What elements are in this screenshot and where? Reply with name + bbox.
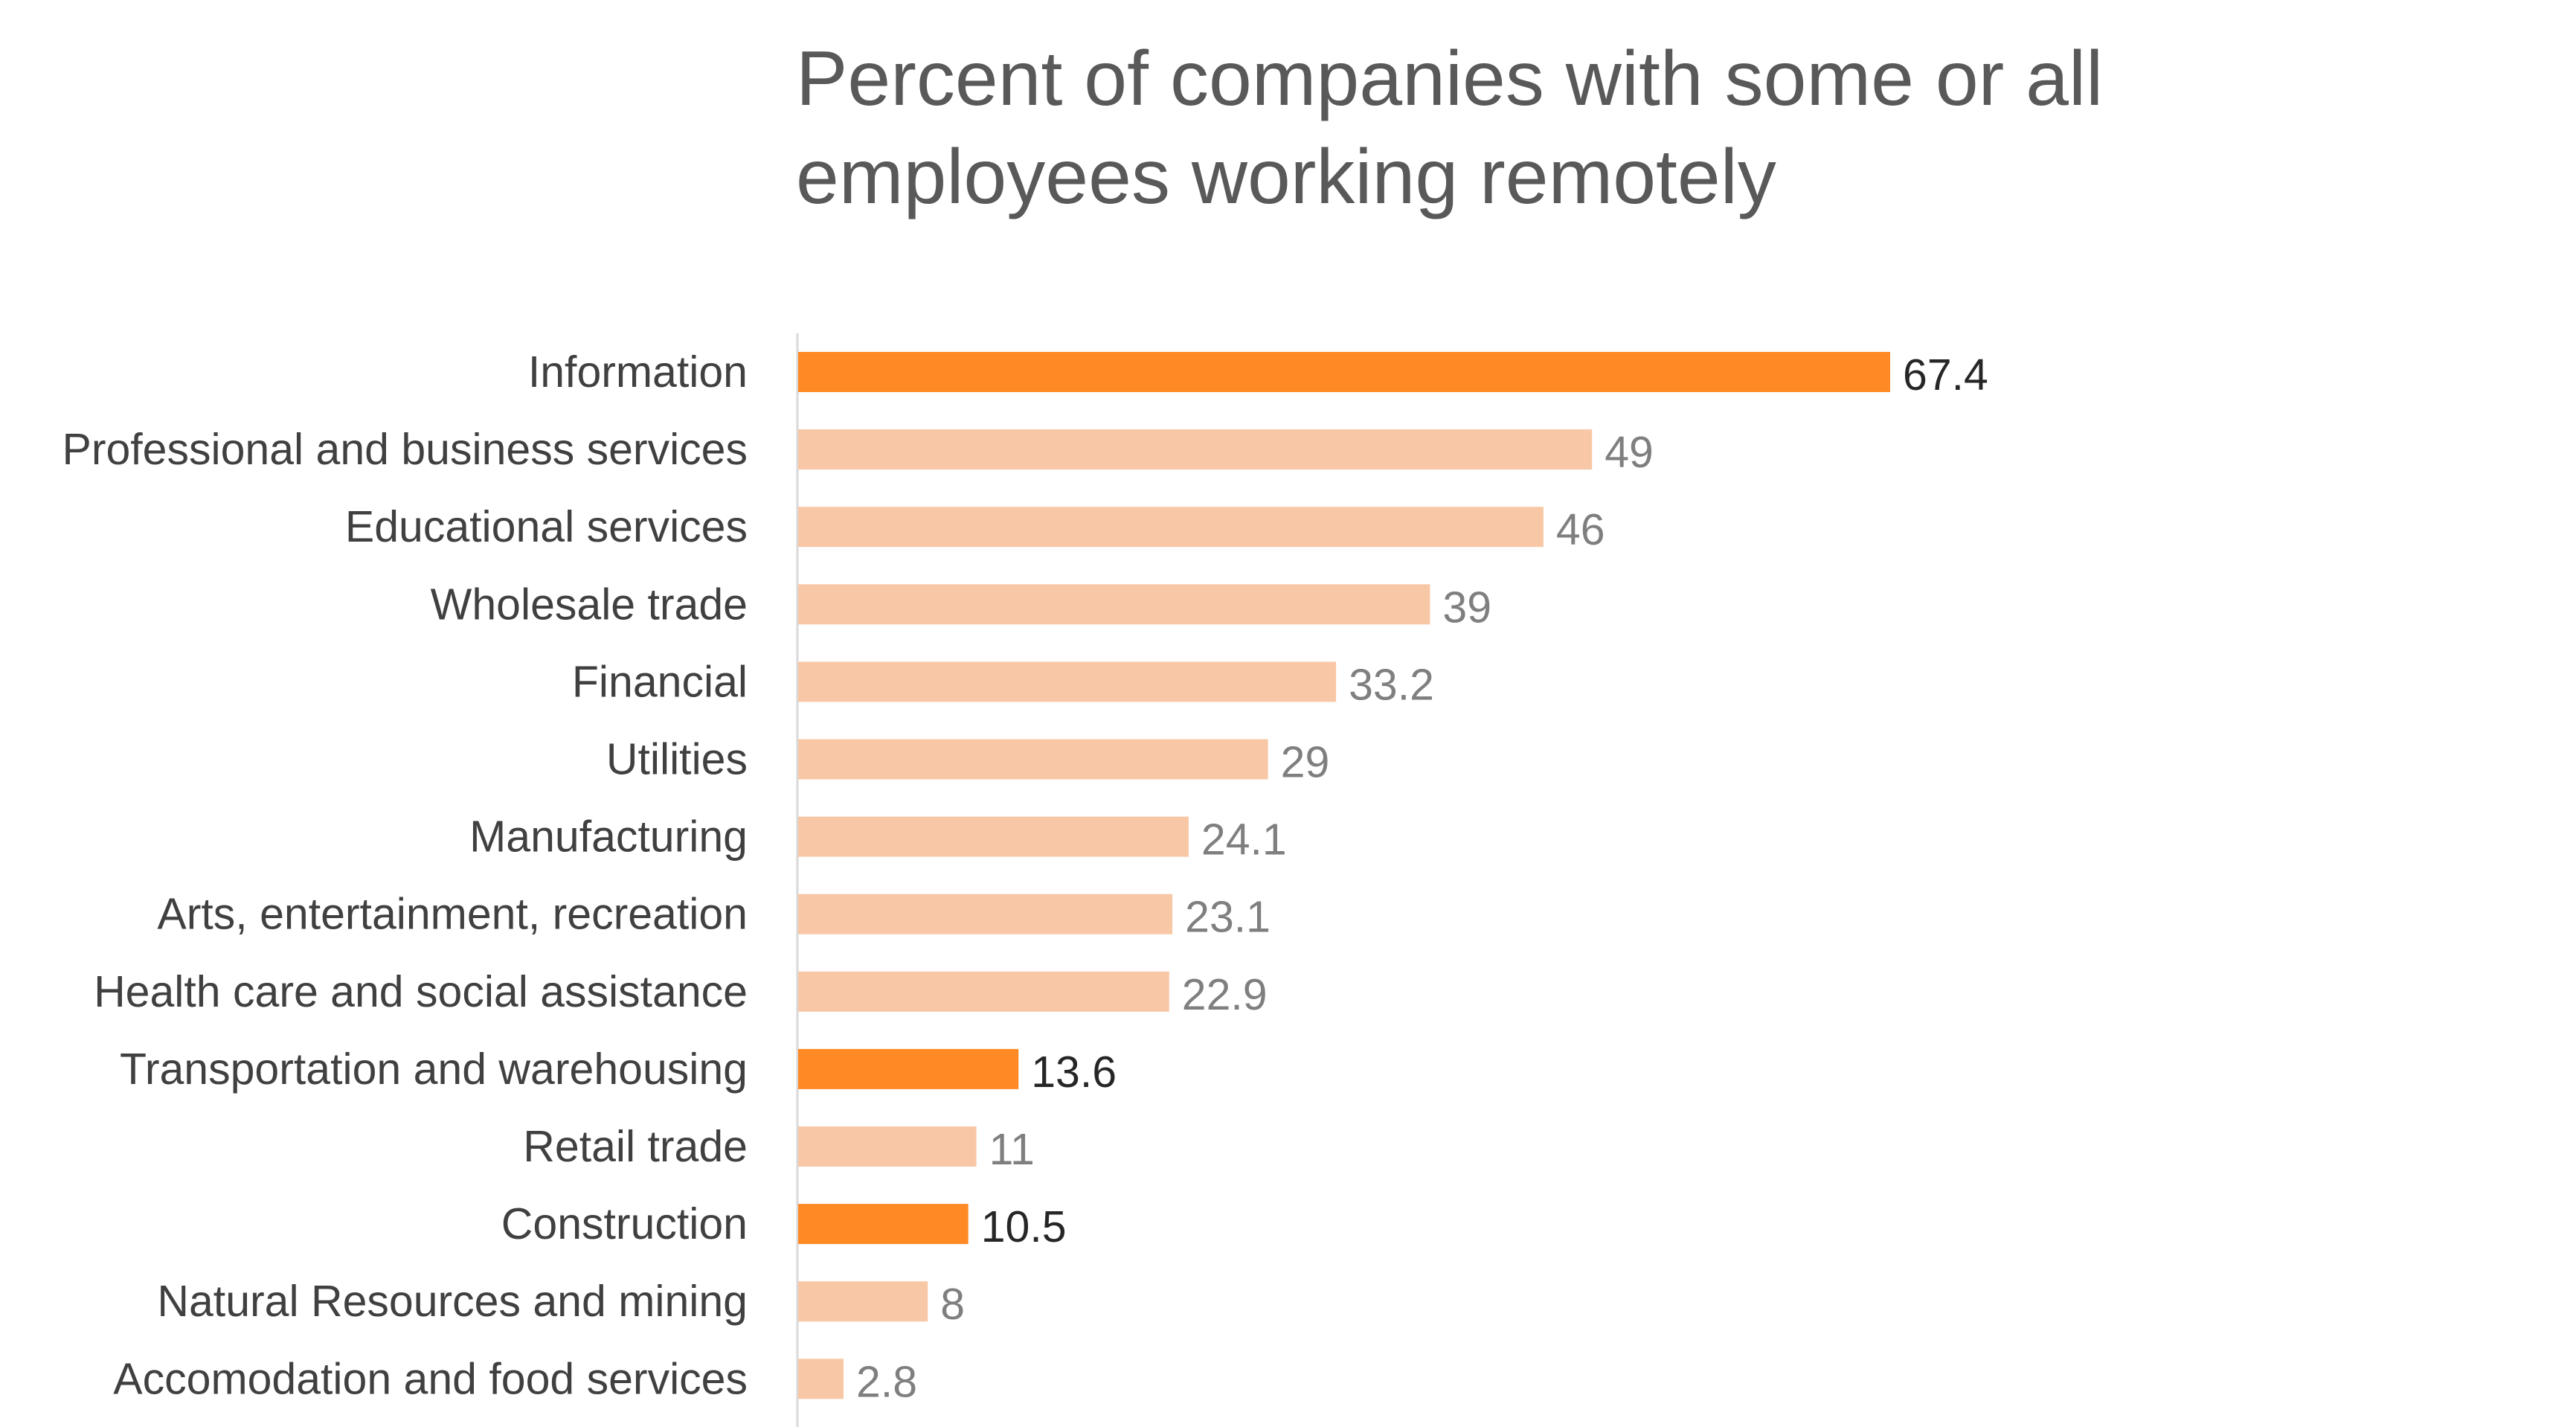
- bar: [798, 429, 1593, 470]
- bar: [798, 1126, 977, 1167]
- bar: [798, 584, 1430, 625]
- category-label: Professional and business services: [62, 425, 748, 474]
- bar: [798, 507, 1544, 548]
- data-label: 49: [1605, 428, 1654, 477]
- category-label: Transportation and warehousing: [120, 1045, 748, 1094]
- data-label: 67.4: [1903, 350, 1988, 400]
- data-label: 13.6: [1031, 1048, 1117, 1097]
- data-label: 46: [1556, 505, 1605, 554]
- category-label: Natural Resources and mining: [157, 1277, 748, 1326]
- category-label: Arts, entertainment, recreation: [157, 890, 748, 939]
- bar: [798, 1281, 928, 1322]
- bar: [798, 971, 1169, 1012]
- bars-group: Information 67.4 Professional and business…: [62, 347, 1988, 1406]
- data-label: 23.1: [1185, 893, 1271, 942]
- data-label: 2.8: [856, 1357, 917, 1406]
- bar: [798, 1048, 1019, 1089]
- category-label: Financial: [572, 657, 748, 706]
- data-label: 11: [989, 1125, 1035, 1174]
- bar: [798, 816, 1189, 857]
- data-label: 10.5: [981, 1202, 1067, 1251]
- category-label: Health care and social assistance: [94, 967, 748, 1016]
- category-label: Manufacturing: [469, 812, 748, 862]
- data-label: 22.9: [1182, 970, 1268, 1019]
- category-label: Retail trade: [523, 1122, 748, 1171]
- bar: [798, 352, 1890, 392]
- category-label: Information: [528, 347, 748, 397]
- chart-title: Percent of companies with some or all em…: [796, 36, 2104, 220]
- category-label: Construction: [501, 1199, 748, 1248]
- category-label: Utilities: [606, 735, 748, 784]
- data-label: 29: [1281, 738, 1330, 787]
- category-label: Wholesale trade: [431, 580, 748, 629]
- data-label: 39: [1442, 583, 1491, 632]
- bar: [798, 894, 1173, 934]
- bar: [798, 1359, 844, 1399]
- data-label: 33.2: [1349, 660, 1434, 709]
- data-label: 8: [940, 1280, 965, 1329]
- bar: [798, 661, 1337, 702]
- bar: [798, 739, 1268, 780]
- category-label: Educational services: [345, 502, 748, 551]
- bar: [798, 1204, 969, 1245]
- category-label: Accomodation and food services: [113, 1354, 748, 1403]
- data-label: 24.1: [1201, 815, 1287, 865]
